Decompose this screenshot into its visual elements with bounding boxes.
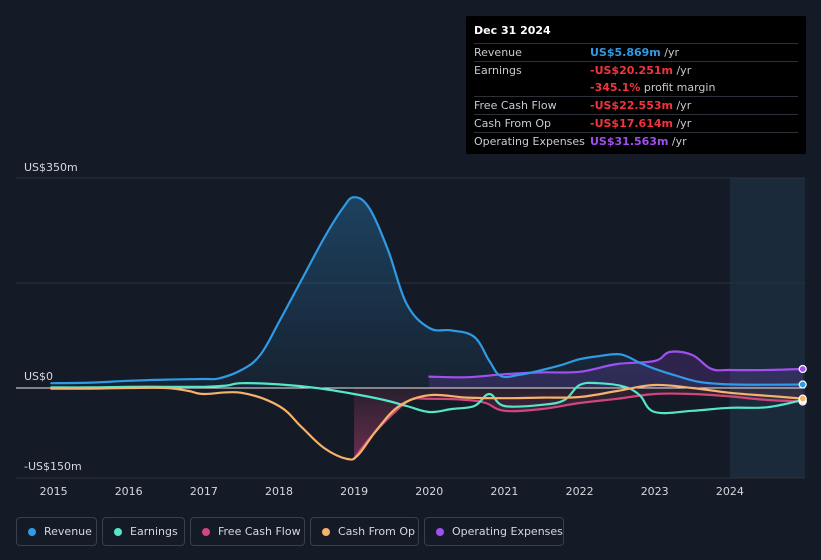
tooltip-unit: /yr xyxy=(672,117,692,130)
tooltip-unit: /yr xyxy=(660,46,680,59)
x-tick-label: 2021 xyxy=(490,485,518,498)
x-tick-label: 2016 xyxy=(115,485,143,498)
tooltip-label: Cash From Op xyxy=(474,117,552,130)
tooltip-value: -US$22.553m xyxy=(590,99,673,112)
tooltip-label: Revenue xyxy=(474,46,522,59)
legend-label: Cash From Op xyxy=(338,525,416,538)
legend-item-operating-expenses[interactable]: Operating Expenses xyxy=(424,517,564,546)
legend-dot-icon xyxy=(436,527,444,536)
tooltip-label: Operating Expenses xyxy=(474,135,585,148)
operating-expenses-end-marker xyxy=(798,364,807,374)
tooltip-value: US$5.869m xyxy=(590,46,661,59)
tooltip-value: -345.1% xyxy=(590,81,641,94)
x-tick-label: 2017 xyxy=(190,485,218,498)
y-tick-label-bottom: -US$150m xyxy=(24,460,82,473)
legend-label: Revenue xyxy=(44,525,92,538)
tooltip-label: Earnings xyxy=(474,64,522,77)
tooltip-unit: profit margin xyxy=(640,81,716,94)
cash-from-op-end-marker xyxy=(798,394,807,403)
x-tick-label: 2019 xyxy=(340,485,368,498)
x-tick-label: 2020 xyxy=(415,485,443,498)
x-tick-label: 2022 xyxy=(566,485,594,498)
tooltip-row-free-cash-flow: Free Cash Flow -US$22.553m /yr xyxy=(474,96,798,114)
legend-item-cash-from-op[interactable]: Cash From Op xyxy=(310,517,419,546)
tooltip-unit: /yr xyxy=(672,99,692,112)
legend-label: Operating Expenses xyxy=(452,525,563,538)
legend-dot-icon xyxy=(202,527,210,536)
tooltip-row-operating-expenses: Operating Expenses US$31.563m /yr xyxy=(474,132,798,150)
tooltip-value: US$31.563m xyxy=(590,135,669,148)
tooltip-row-earnings: Earnings -US$20.251m /yr xyxy=(474,61,798,79)
free-cash-flow-line xyxy=(353,392,804,460)
tooltip-value: -US$17.614m xyxy=(590,117,673,130)
tooltip: Dec 31 2024 Revenue US$5.869m /yr Earnin… xyxy=(466,16,806,154)
legend-label: Free Cash Flow xyxy=(218,525,301,538)
legend-item-earnings[interactable]: Earnings xyxy=(102,517,185,546)
revenue-end-marker xyxy=(798,380,807,389)
tooltip-row-profit-margin: -345.1% profit margin xyxy=(474,79,798,96)
legend-dot-icon xyxy=(28,527,36,536)
legend-dot-icon xyxy=(114,527,122,536)
legend-item-free-cash-flow[interactable]: Free Cash Flow xyxy=(190,517,305,546)
earnings-line xyxy=(50,381,804,415)
y-tick-label-zero: US$0 xyxy=(24,370,53,383)
tooltip-label: Free Cash Flow xyxy=(474,99,557,112)
x-tick-label: 2015 xyxy=(40,485,68,498)
forecast-highlight xyxy=(729,178,805,478)
revenue-line xyxy=(50,196,804,386)
tooltip-row-cash-from-op: Cash From Op -US$17.614m /yr xyxy=(474,114,798,132)
legend-item-revenue[interactable]: Revenue xyxy=(16,517,97,546)
tooltip-row-revenue: Revenue US$5.869m /yr xyxy=(474,43,798,61)
operating-expenses-line xyxy=(428,350,804,379)
tooltip-value: -US$20.251m xyxy=(590,64,673,77)
tooltip-date: Dec 31 2024 xyxy=(474,24,551,37)
revenue-area xyxy=(51,197,803,388)
x-tick-label: 2023 xyxy=(641,485,669,498)
legend-dot-icon xyxy=(322,527,330,536)
tooltip-unit: /yr xyxy=(672,64,692,77)
y-tick-label-top: US$350m xyxy=(24,161,78,174)
legend-label: Earnings xyxy=(130,525,178,538)
tooltip-unit: /yr xyxy=(668,135,687,148)
x-tick-label: 2024 xyxy=(716,485,744,498)
cash-from-op-line xyxy=(50,383,804,461)
x-tick-label: 2018 xyxy=(265,485,293,498)
